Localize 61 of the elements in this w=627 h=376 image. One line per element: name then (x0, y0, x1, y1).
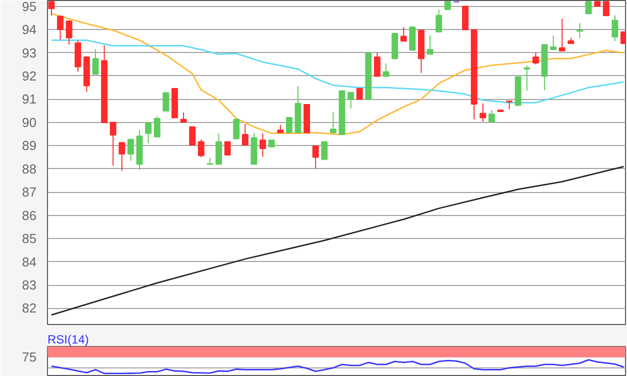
candlestick (524, 64, 530, 92)
line-series (50, 13, 624, 136)
candlestick (286, 117, 292, 134)
candlestick (400, 26, 407, 42)
candlestick (180, 112, 187, 123)
candlestick (74, 40, 82, 72)
candlestick (436, 9, 442, 32)
candlestick (127, 138, 134, 162)
candlestick (162, 92, 170, 112)
y-tick-label: 87 (22, 184, 37, 200)
candlestick (348, 92, 354, 109)
y-tick-label: 93 (22, 45, 37, 60)
candlestick (233, 118, 240, 140)
y-tick-label: 95 (22, 0, 37, 14)
candlestick (260, 132, 266, 158)
chart-title: RSI(14) (48, 332, 89, 346)
candlestick (532, 52, 539, 65)
y-tick-label: 88 (22, 161, 37, 176)
candlestick (57, 15, 64, 40)
y-tick-label: 90 (22, 114, 37, 130)
candlestick (110, 122, 116, 166)
candlestick (154, 116, 160, 138)
candlestick (480, 102, 486, 122)
candlestick (576, 22, 583, 38)
candlestick (488, 110, 495, 122)
candlestick (189, 126, 196, 146)
candlestick (382, 62, 390, 77)
candlestick (356, 88, 363, 100)
candlestick (312, 145, 319, 169)
candlestick (602, 1, 610, 16)
candlestick (585, 1, 592, 14)
candlestick (242, 124, 248, 146)
candlestick (145, 122, 152, 144)
y-tick-label: 89 (22, 138, 37, 154)
candlestick (224, 141, 231, 156)
y-tick-label: 83 (22, 278, 37, 293)
candlestick (558, 18, 566, 52)
candlestick (462, 6, 468, 30)
candlestick (66, 20, 72, 46)
candlestick (330, 111, 336, 134)
y-tick-label: 91 (22, 92, 37, 107)
candlestick (92, 48, 99, 75)
candlestick (426, 34, 434, 55)
y-tick-label: 85 (22, 231, 37, 246)
candlestick (374, 52, 380, 77)
candlestick (198, 138, 204, 158)
candlestick (612, 14, 618, 42)
candlestick (48, 1, 55, 16)
y-tick-label: 94 (22, 22, 37, 38)
line-series (50, 166, 624, 316)
text: 75 (22, 350, 37, 365)
y-tick-label: 86 (22, 208, 37, 223)
candlestick (321, 141, 328, 160)
y-tick-label: 82 (22, 300, 37, 316)
candlestick (409, 26, 416, 51)
y-tick-label: 92 (22, 68, 37, 84)
candlestick (216, 132, 222, 165)
candlestick (118, 142, 126, 172)
line-series (50, 40, 624, 104)
y-tick-label: 84 (22, 254, 37, 270)
candlestick (550, 34, 557, 50)
